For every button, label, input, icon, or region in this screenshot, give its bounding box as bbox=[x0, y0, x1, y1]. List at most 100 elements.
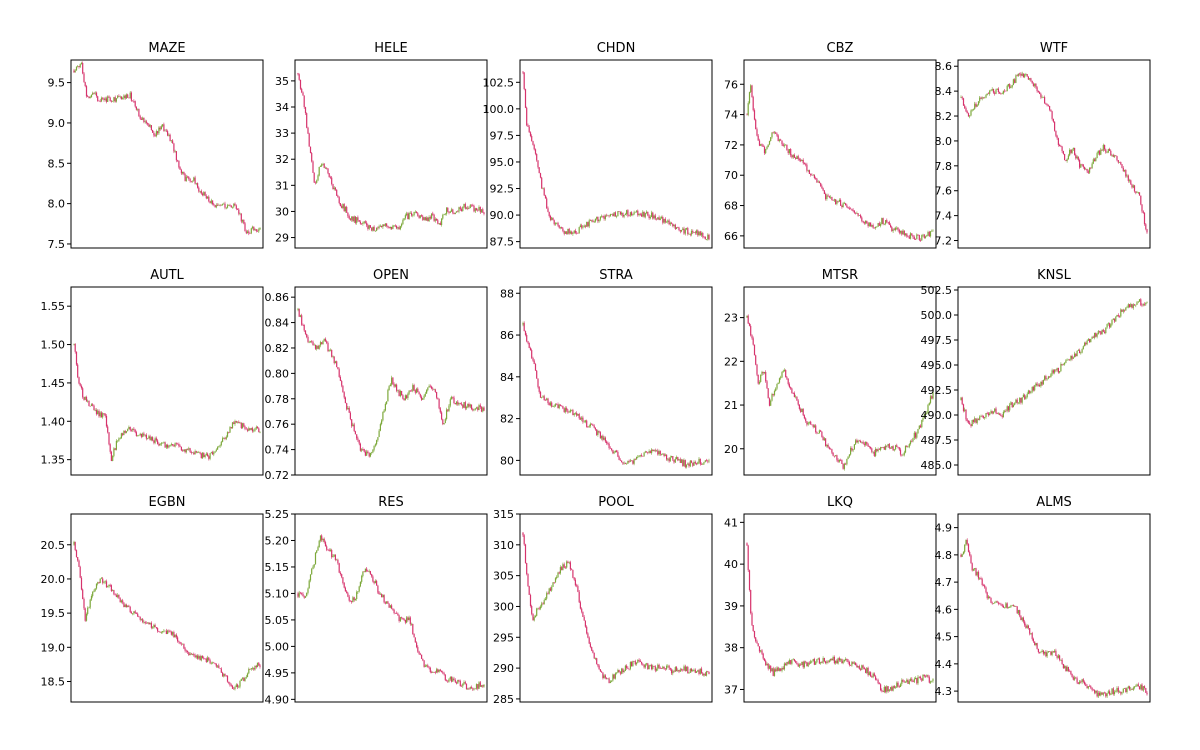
candle-body bbox=[192, 654, 194, 655]
candle-body bbox=[458, 403, 460, 405]
candle-body bbox=[649, 451, 651, 454]
candle-body bbox=[984, 585, 986, 588]
candle-body bbox=[986, 93, 988, 96]
candle-body bbox=[816, 432, 818, 434]
candle-body bbox=[677, 227, 679, 228]
candle-body bbox=[841, 205, 843, 207]
candle-body bbox=[323, 539, 325, 543]
candle-body bbox=[143, 433, 145, 436]
candle-body bbox=[783, 370, 785, 372]
candle-body bbox=[343, 204, 345, 212]
candle-body bbox=[1133, 686, 1136, 688]
candle-body bbox=[372, 449, 374, 453]
candle-body bbox=[369, 225, 371, 228]
candle-body bbox=[805, 418, 807, 422]
candle-body bbox=[647, 211, 649, 216]
axes-frame bbox=[294, 59, 488, 249]
y-tick-label: 8.6 bbox=[935, 60, 953, 73]
candle-body bbox=[1140, 195, 1142, 205]
candle-body bbox=[1074, 677, 1076, 680]
candle-body bbox=[148, 622, 150, 625]
candle-body bbox=[93, 405, 95, 410]
candle-body bbox=[634, 661, 636, 665]
candle-body bbox=[1010, 605, 1012, 608]
candle-body bbox=[249, 428, 251, 430]
candle-body bbox=[663, 453, 665, 456]
candle-body bbox=[388, 603, 390, 608]
candle-body bbox=[377, 585, 379, 593]
candle-body bbox=[384, 403, 386, 411]
candle-body bbox=[823, 190, 825, 194]
candle-body bbox=[223, 674, 225, 677]
candle-body bbox=[145, 121, 147, 123]
candle-body bbox=[397, 390, 399, 391]
candle-body bbox=[100, 97, 103, 102]
candle-body bbox=[782, 668, 784, 670]
candle-body bbox=[1112, 318, 1114, 320]
candle-body bbox=[972, 420, 975, 422]
candle-body bbox=[770, 665, 772, 672]
candle-body bbox=[1138, 686, 1141, 690]
candle-body bbox=[102, 578, 104, 583]
candle-body bbox=[208, 657, 210, 661]
candle-body bbox=[576, 413, 578, 416]
candle-body bbox=[798, 404, 800, 409]
candle-body bbox=[603, 216, 605, 219]
candle-body bbox=[996, 601, 998, 603]
candle-body bbox=[1010, 402, 1012, 405]
candle-body bbox=[1094, 690, 1096, 693]
candle-body bbox=[965, 539, 967, 545]
candle-body bbox=[1015, 606, 1017, 607]
candle-body bbox=[1025, 397, 1027, 399]
candle-body bbox=[664, 668, 666, 670]
candle-body bbox=[699, 458, 701, 465]
candle-body bbox=[692, 230, 694, 233]
candle-body bbox=[1029, 78, 1031, 80]
candle-body bbox=[673, 224, 675, 227]
candle-body bbox=[344, 206, 346, 212]
candle-body bbox=[1125, 169, 1127, 177]
candle-body bbox=[781, 668, 783, 671]
candle-body bbox=[83, 397, 85, 400]
candle-body bbox=[967, 113, 970, 117]
candle-body bbox=[1059, 655, 1061, 660]
candle-body bbox=[816, 659, 818, 663]
y-tick-label: 68 bbox=[724, 200, 738, 213]
y-tick-label: 4.7 bbox=[935, 576, 953, 589]
candle-body bbox=[230, 427, 232, 429]
candles bbox=[960, 298, 1148, 428]
candle-body bbox=[684, 229, 686, 234]
candle-body bbox=[153, 625, 155, 628]
candle-body bbox=[388, 226, 390, 228]
candle-body bbox=[1081, 349, 1083, 353]
candle-body bbox=[102, 97, 104, 99]
candle-body bbox=[662, 217, 664, 223]
candle-body bbox=[115, 98, 117, 102]
candle-body bbox=[367, 451, 369, 454]
candle-body bbox=[825, 194, 827, 200]
candle-body bbox=[122, 600, 124, 603]
candle-body bbox=[780, 668, 782, 671]
candle-body bbox=[1046, 652, 1048, 657]
candle-body bbox=[444, 419, 446, 424]
candle-body bbox=[876, 679, 878, 681]
candle-body bbox=[1037, 649, 1039, 653]
candle-body bbox=[207, 196, 209, 199]
candle-body bbox=[1080, 681, 1082, 683]
candle-body bbox=[700, 464, 703, 465]
y-tick-label: 500.0 bbox=[921, 309, 953, 322]
candle-body bbox=[917, 234, 919, 236]
candle-body bbox=[98, 410, 100, 417]
candle-body bbox=[200, 190, 202, 194]
candle-body bbox=[193, 177, 195, 181]
candle-body bbox=[414, 637, 416, 643]
candle-body bbox=[228, 681, 230, 684]
candle-body bbox=[865, 669, 867, 673]
candle-body bbox=[813, 659, 815, 665]
candle-body bbox=[852, 662, 854, 664]
candle-body bbox=[767, 663, 769, 669]
candle-body bbox=[158, 443, 160, 446]
panel-knsl: KNSL485.0487.5490.0492.5495.0497.5500.05… bbox=[921, 268, 1151, 476]
candle-body bbox=[664, 454, 666, 456]
